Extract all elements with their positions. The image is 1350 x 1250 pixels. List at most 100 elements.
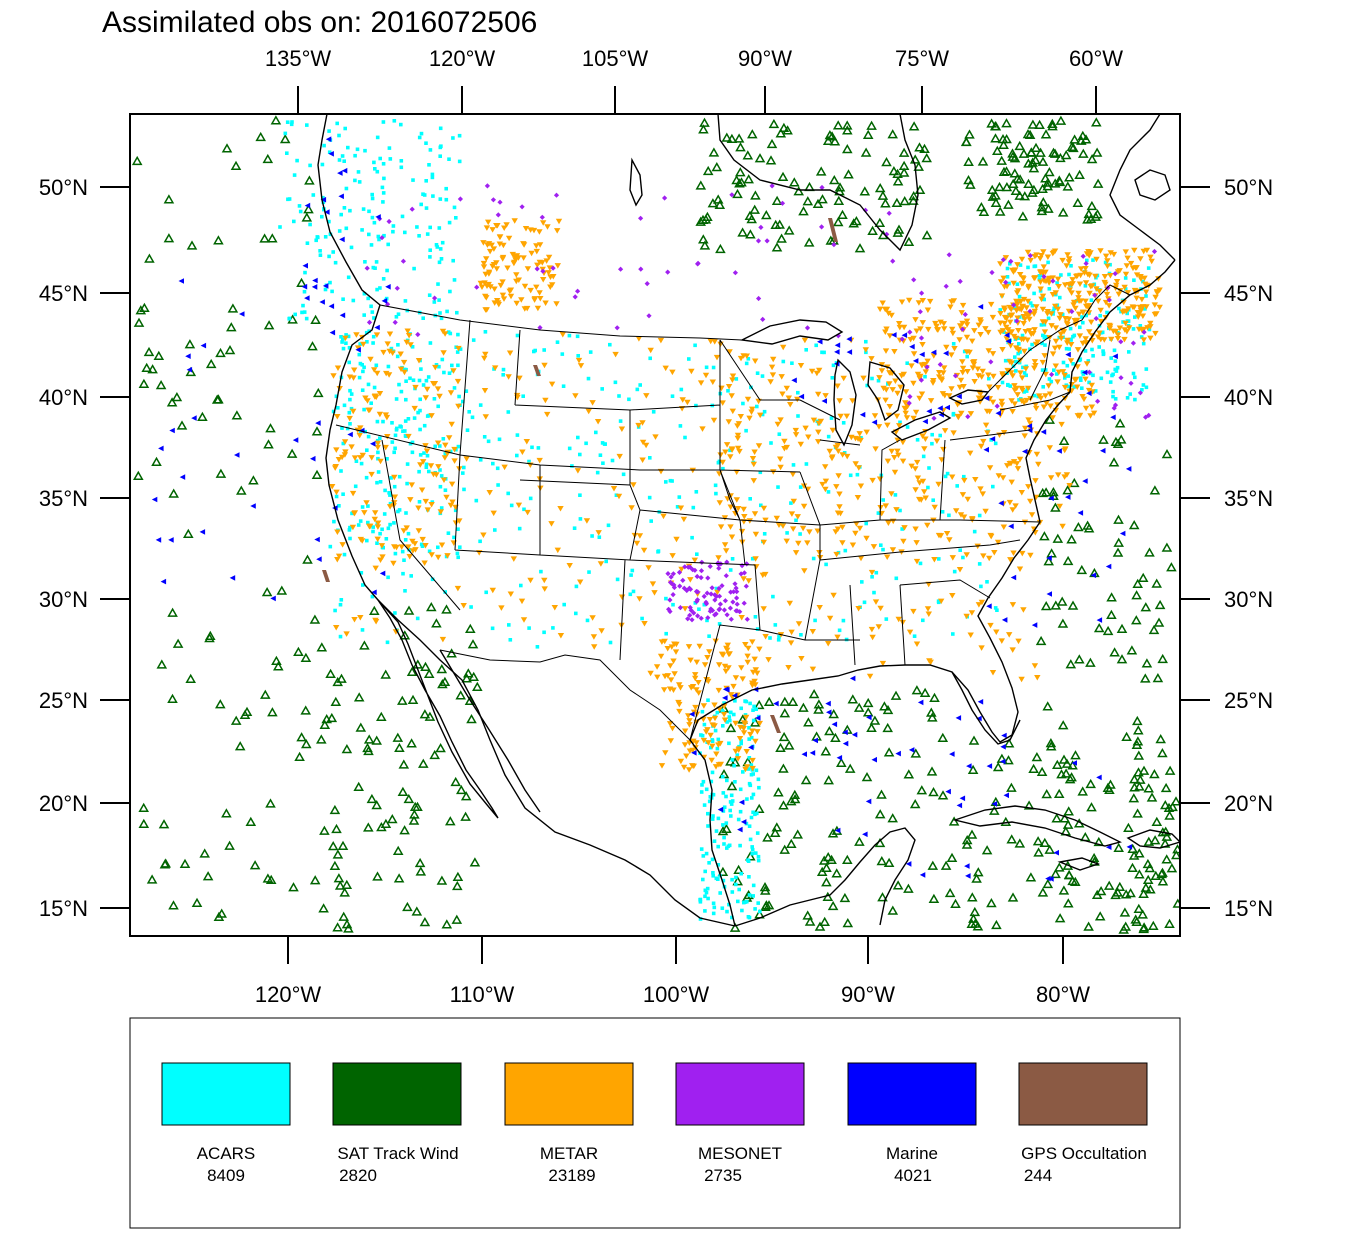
acars-marker — [451, 258, 455, 263]
legend-count-sat-track-wind: 2820 — [339, 1166, 377, 1185]
sat-track-wind-marker — [160, 858, 171, 868]
acars-marker — [381, 277, 386, 281]
metar-marker — [545, 254, 553, 261]
sat-track-wind-marker — [802, 910, 813, 920]
metar-marker — [888, 312, 895, 319]
acars-marker — [712, 905, 717, 910]
metar-marker — [735, 421, 743, 427]
metar-marker — [597, 561, 605, 567]
acars-marker — [820, 350, 824, 355]
acars-marker — [378, 480, 383, 484]
acars-marker — [298, 209, 303, 214]
acars-marker — [737, 887, 741, 892]
metar-marker — [341, 452, 349, 458]
acars-marker — [777, 635, 781, 639]
metar-marker — [857, 437, 864, 444]
metar-marker — [985, 329, 992, 336]
mesonet-marker — [716, 607, 722, 613]
metar-marker — [572, 393, 579, 399]
marine-marker — [1001, 732, 1007, 739]
metar-marker — [440, 477, 448, 483]
metar-marker — [879, 300, 886, 306]
metar-marker — [1054, 276, 1062, 283]
metar-marker — [357, 615, 364, 621]
metar-marker — [339, 542, 346, 548]
sat-track-wind-marker — [1149, 485, 1161, 495]
metar-marker — [1013, 298, 1020, 305]
acars-marker — [804, 462, 809, 466]
mesonet-marker — [1027, 308, 1033, 314]
metar-marker — [980, 438, 987, 445]
sat-track-wind-marker — [445, 816, 456, 826]
mesonet-marker — [670, 571, 676, 577]
acars-marker — [608, 640, 613, 645]
metar-marker — [1019, 550, 1026, 557]
acars-marker — [428, 248, 432, 252]
sat-track-wind-marker — [1109, 647, 1120, 657]
metar-marker — [512, 257, 519, 263]
marine-marker — [179, 474, 186, 480]
metar-marker — [1142, 289, 1150, 295]
metar-marker — [647, 670, 654, 677]
sat-track-wind-marker — [318, 903, 329, 913]
sat-track-wind-marker — [887, 129, 898, 139]
sat-track-wind-marker — [279, 133, 291, 144]
metar-marker — [1093, 256, 1100, 263]
metar-marker — [497, 282, 504, 289]
acars-marker — [356, 523, 361, 527]
cuba-outline — [952, 805, 1122, 847]
acars-marker — [693, 601, 698, 605]
sat-track-wind-marker — [1152, 672, 1164, 683]
sat-track-wind-marker — [812, 198, 824, 209]
acars-marker — [1144, 367, 1149, 371]
metar-marker — [997, 320, 1004, 326]
acars-marker — [403, 589, 407, 593]
acars-marker — [711, 365, 716, 370]
marine-marker — [381, 298, 388, 304]
sat-track-wind-marker — [800, 774, 812, 785]
mesonet-marker — [677, 583, 683, 589]
mesonet-marker — [919, 290, 925, 296]
sat-track-wind-marker — [977, 156, 989, 166]
sat-track-wind-marker — [990, 197, 1002, 208]
sat-track-wind-marker — [271, 655, 282, 666]
metar-marker — [855, 465, 862, 471]
acars-marker — [387, 491, 391, 495]
metar-marker — [1046, 391, 1054, 397]
acars-marker — [1131, 327, 1136, 331]
metar-marker — [959, 492, 967, 498]
acars-marker — [390, 421, 394, 425]
mesonet-marker — [734, 589, 740, 595]
metar-marker — [1086, 329, 1093, 335]
acars-marker — [419, 131, 424, 136]
metar-marker — [527, 287, 534, 294]
metar-marker — [990, 373, 997, 380]
metar-marker — [669, 369, 676, 376]
marine-marker — [791, 377, 797, 384]
mesonet-marker — [392, 319, 398, 325]
metar-marker — [688, 685, 695, 691]
mesonet-marker — [670, 592, 676, 598]
acars-marker — [726, 389, 730, 393]
acars-marker — [424, 378, 429, 383]
acars-marker — [961, 555, 965, 560]
mesonet-marker — [756, 295, 762, 302]
metar-marker — [351, 510, 359, 516]
sat-track-wind-marker — [782, 125, 793, 135]
metar-marker — [499, 279, 506, 285]
metar-marker — [420, 459, 427, 465]
sat-track-wind-marker — [325, 668, 336, 679]
us-canada-border — [379, 304, 743, 341]
metar-marker — [805, 434, 812, 440]
metar-marker — [1131, 247, 1138, 254]
acars-marker — [1051, 312, 1055, 316]
sat-track-wind-marker — [986, 897, 997, 908]
metar-marker — [963, 322, 971, 328]
sat-track-wind-marker — [1076, 564, 1088, 575]
metar-marker — [536, 229, 543, 235]
metar-marker — [1033, 304, 1040, 310]
sat-track-wind-marker — [406, 666, 418, 677]
sat-track-wind-marker — [798, 206, 809, 216]
acars-marker — [724, 821, 729, 825]
acars-marker — [316, 235, 320, 240]
